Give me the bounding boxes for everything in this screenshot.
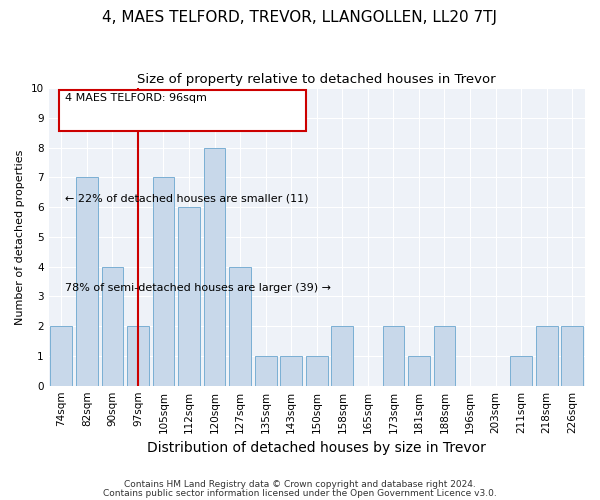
Text: Contains public sector information licensed under the Open Government Licence v3: Contains public sector information licen… — [103, 488, 497, 498]
Bar — [280, 356, 302, 386]
Bar — [229, 266, 251, 386]
Bar — [331, 326, 353, 386]
Bar — [306, 356, 328, 386]
Title: Size of property relative to detached houses in Trevor: Size of property relative to detached ho… — [137, 72, 496, 86]
Bar — [50, 326, 72, 386]
Text: 4, MAES TELFORD, TREVOR, LLANGOLLEN, LL20 7TJ: 4, MAES TELFORD, TREVOR, LLANGOLLEN, LL2… — [103, 10, 497, 25]
Bar — [255, 356, 277, 386]
Bar — [408, 356, 430, 386]
FancyBboxPatch shape — [59, 90, 306, 131]
Bar — [204, 148, 226, 386]
Bar — [383, 326, 404, 386]
Y-axis label: Number of detached properties: Number of detached properties — [15, 149, 25, 324]
Bar — [510, 356, 532, 386]
Bar — [536, 326, 557, 386]
Bar — [178, 207, 200, 386]
Bar — [434, 326, 455, 386]
Text: 4 MAES TELFORD: 96sqm: 4 MAES TELFORD: 96sqm — [65, 92, 206, 102]
Bar — [152, 178, 175, 386]
Text: 78% of semi-detached houses are larger (39) →: 78% of semi-detached houses are larger (… — [65, 283, 331, 293]
Bar — [76, 178, 98, 386]
Bar — [101, 266, 123, 386]
Text: Contains HM Land Registry data © Crown copyright and database right 2024.: Contains HM Land Registry data © Crown c… — [124, 480, 476, 489]
Bar — [562, 326, 583, 386]
X-axis label: Distribution of detached houses by size in Trevor: Distribution of detached houses by size … — [148, 441, 486, 455]
Text: ← 22% of detached houses are smaller (11): ← 22% of detached houses are smaller (11… — [65, 194, 308, 203]
Bar — [127, 326, 149, 386]
